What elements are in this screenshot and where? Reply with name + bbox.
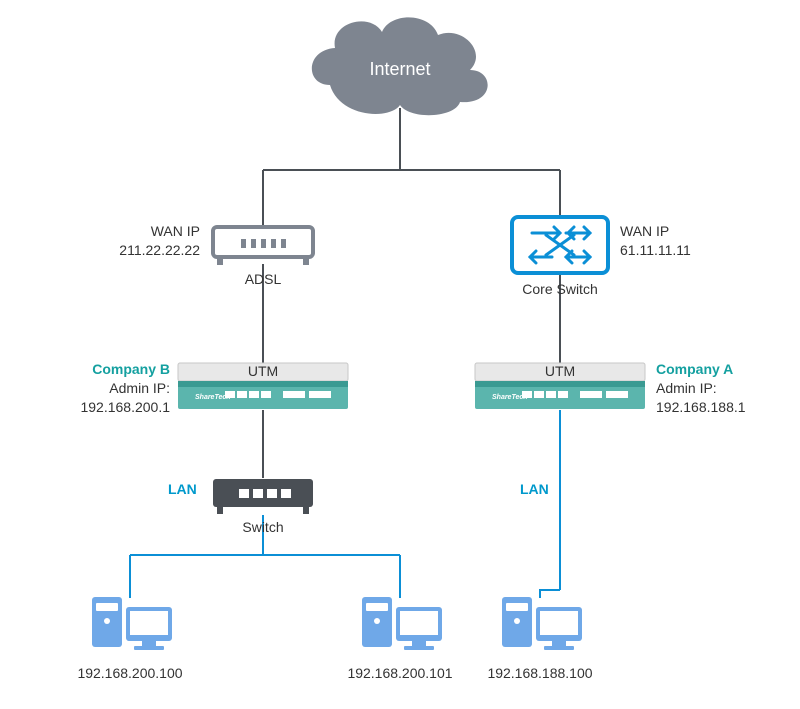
adsl-label: ADSL — [233, 270, 293, 289]
core-switch-label: Core Switch — [510, 280, 610, 299]
company-b-block: Company B Admin IP:192.168.200.1 — [50, 360, 170, 417]
adsl-device-icon — [213, 227, 313, 265]
internet-label: Internet — [369, 59, 430, 79]
utm-a-label: UTM — [530, 362, 590, 381]
lan-b-label: LAN — [168, 480, 197, 499]
pc3-icon — [502, 597, 582, 650]
switch-label: Switch — [233, 518, 293, 537]
lan-a-label: LAN — [520, 480, 549, 499]
pc2-ip: 192.168.200.101 — [335, 664, 465, 683]
internet-cloud-icon: Internet — [312, 17, 488, 115]
company-a-block: Company A Admin IP:192.168.188.1 — [656, 360, 746, 417]
pc1-ip: 192.168.200.100 — [65, 664, 195, 683]
pc2-icon — [362, 597, 442, 650]
core-switch-icon — [512, 217, 608, 273]
switch-icon — [213, 479, 313, 514]
edges — [130, 108, 560, 598]
network-diagram: Internet Shar — [0, 0, 800, 709]
pc1-icon — [92, 597, 172, 650]
wan-a-label: WAN IP61.11.11.11 — [620, 222, 691, 260]
pc3-ip: 192.168.188.100 — [475, 664, 605, 683]
utm-b-label: UTM — [233, 362, 293, 381]
wan-b-label: WAN IP211.22.22.22 — [100, 222, 200, 260]
